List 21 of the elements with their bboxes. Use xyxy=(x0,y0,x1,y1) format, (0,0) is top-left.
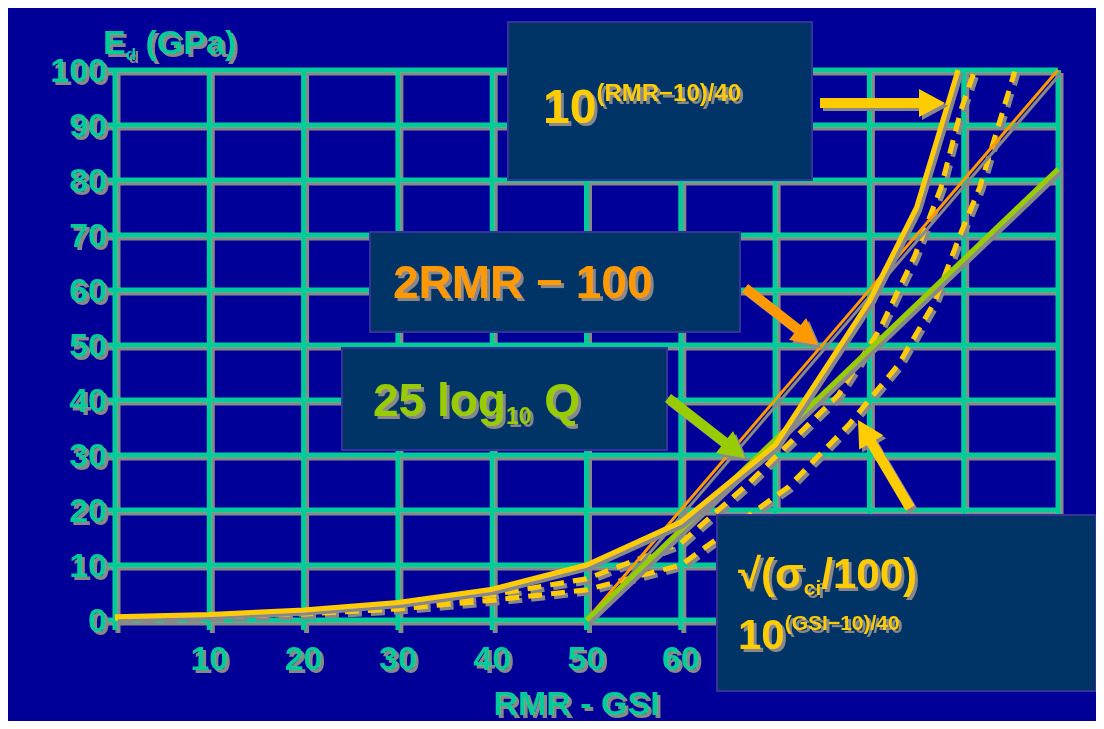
x-tick-label: 20 xyxy=(284,639,323,677)
x-axis-title: RMR - GSI xyxy=(493,684,660,722)
y-tick-label: 80 xyxy=(69,160,107,199)
y-tick-label: 30 xyxy=(69,435,107,474)
y-tick-label: 50 xyxy=(69,325,107,364)
annotation: 2RMR − 100 xyxy=(393,256,653,308)
x-tick-label: 40 xyxy=(473,639,512,677)
y-tick-label: 0 xyxy=(88,600,107,639)
y-tick-label: 70 xyxy=(69,215,107,254)
annotation: 10$^{(RMR−10)/40}$ xyxy=(543,79,742,133)
x-tick-label: 60 xyxy=(661,639,700,677)
x-tick-label: 30 xyxy=(378,639,417,677)
y-tick-label: 90 xyxy=(69,105,107,144)
y-tick-label: 10 xyxy=(69,545,107,584)
y-tick-label: 20 xyxy=(69,490,107,529)
annotation: √(σ$_{ci}$/100) 10$^{(GSI−10)/40}$ xyxy=(738,550,918,658)
y-tick-label: 40 xyxy=(69,380,107,419)
annotation: 25 log$_{10}$ Q xyxy=(373,374,581,430)
x-tick-label: 10 xyxy=(190,639,229,677)
x-tick-label: 50 xyxy=(567,639,606,677)
y-tick-label: 60 xyxy=(69,270,107,309)
